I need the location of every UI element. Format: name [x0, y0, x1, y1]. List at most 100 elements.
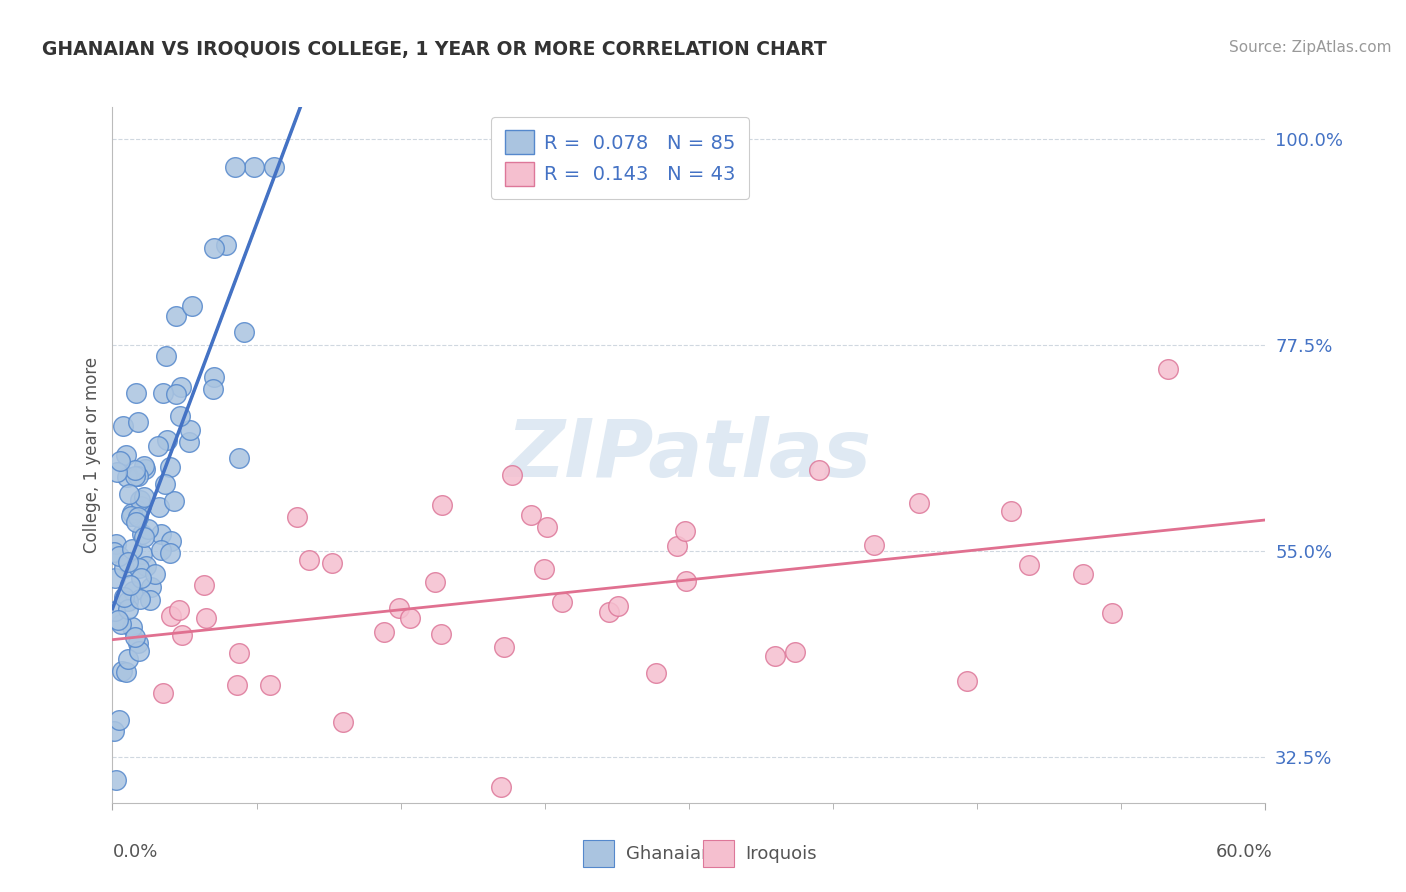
- Point: [179, 423, 201, 437]
- Point: [111, 664, 134, 678]
- Point: [128, 643, 150, 657]
- Legend: R =  0.078   N = 85, R =  0.143   N = 43: R = 0.078 N = 85, R = 0.143 N = 43: [491, 117, 748, 199]
- Point: [135, 559, 157, 574]
- Point: [132, 530, 155, 544]
- Text: Ghanaians: Ghanaians: [626, 845, 721, 863]
- Point: [117, 652, 139, 666]
- Point: [150, 542, 173, 557]
- Text: 60.0%: 60.0%: [1216, 843, 1272, 861]
- Point: [228, 646, 250, 660]
- Point: [285, 509, 308, 524]
- Point: [785, 645, 807, 659]
- Point: [132, 490, 155, 504]
- Point: [399, 611, 422, 625]
- Point: [127, 636, 149, 650]
- Point: [321, 556, 343, 570]
- Point: [520, 508, 543, 522]
- Point: [156, 434, 179, 448]
- Point: [104, 772, 127, 787]
- Point: [118, 487, 141, 501]
- Point: [225, 677, 247, 691]
- Point: [1018, 558, 1040, 573]
- Point: [125, 385, 148, 400]
- Point: [169, 409, 191, 424]
- Point: [598, 606, 620, 620]
- Point: [533, 562, 555, 576]
- Point: [167, 603, 190, 617]
- Point: [202, 370, 225, 384]
- Point: [149, 527, 172, 541]
- Point: [1157, 362, 1180, 376]
- Point: [224, 160, 246, 174]
- Point: [201, 382, 224, 396]
- Point: [115, 665, 138, 680]
- Point: [675, 574, 697, 588]
- Point: [179, 434, 201, 449]
- Point: [214, 238, 236, 252]
- Text: Source: ZipAtlas.com: Source: ZipAtlas.com: [1229, 40, 1392, 55]
- Point: [131, 527, 153, 541]
- Point: [103, 545, 125, 559]
- Point: [107, 713, 129, 727]
- Point: [124, 463, 146, 477]
- Point: [170, 380, 193, 394]
- Point: [259, 678, 281, 692]
- Point: [160, 609, 183, 624]
- Point: [128, 592, 150, 607]
- Point: [114, 449, 136, 463]
- Point: [128, 561, 150, 575]
- Point: [228, 451, 250, 466]
- Point: [388, 600, 411, 615]
- Point: [127, 415, 149, 429]
- Point: [181, 299, 204, 313]
- Point: [124, 630, 146, 644]
- Point: [170, 628, 193, 642]
- Point: [152, 386, 174, 401]
- Point: [194, 610, 217, 624]
- Point: [551, 595, 574, 609]
- Point: [862, 538, 884, 552]
- Point: [105, 465, 128, 479]
- Point: [131, 547, 153, 561]
- Point: [103, 723, 125, 738]
- Y-axis label: College, 1 year or more: College, 1 year or more: [83, 357, 101, 553]
- Point: [425, 575, 447, 590]
- Point: [121, 584, 143, 599]
- Point: [132, 458, 155, 473]
- Point: [110, 616, 132, 631]
- Point: [808, 463, 831, 477]
- Point: [134, 462, 156, 476]
- Point: [141, 580, 163, 594]
- Point: [125, 515, 148, 529]
- Point: [492, 640, 515, 654]
- Point: [606, 599, 628, 613]
- Point: [139, 593, 162, 607]
- Point: [120, 577, 142, 591]
- Point: [763, 649, 786, 664]
- Point: [193, 578, 215, 592]
- Point: [430, 627, 453, 641]
- Text: GHANAIAN VS IROQUOIS COLLEGE, 1 YEAR OR MORE CORRELATION CHART: GHANAIAN VS IROQUOIS COLLEGE, 1 YEAR OR …: [42, 40, 827, 59]
- Point: [120, 509, 142, 524]
- Point: [243, 160, 266, 174]
- Point: [121, 506, 143, 520]
- Text: Iroquois: Iroquois: [745, 845, 817, 863]
- Point: [163, 494, 186, 508]
- Point: [112, 561, 135, 575]
- Point: [159, 546, 181, 560]
- Point: [107, 613, 129, 627]
- Point: [124, 468, 146, 483]
- Point: [644, 666, 666, 681]
- Point: [121, 620, 143, 634]
- Point: [111, 418, 134, 433]
- Point: [332, 714, 354, 729]
- Point: [121, 541, 143, 556]
- Point: [160, 533, 183, 548]
- Point: [1071, 566, 1094, 581]
- Point: [117, 555, 139, 569]
- Point: [112, 590, 135, 604]
- Point: [104, 537, 127, 551]
- Point: [127, 509, 149, 524]
- Point: [1000, 504, 1022, 518]
- Point: [233, 326, 256, 340]
